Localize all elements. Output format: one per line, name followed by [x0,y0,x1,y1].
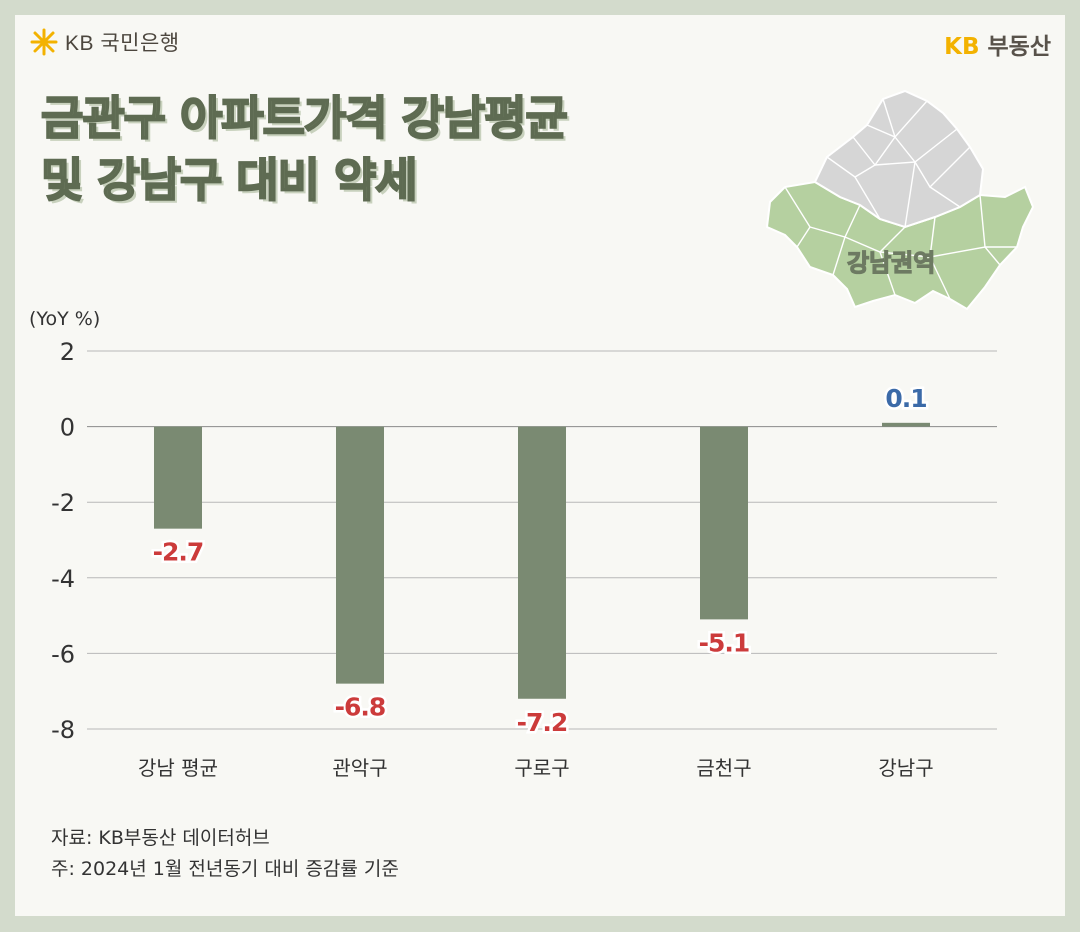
page-title: 금관구 아파트가격 강남평균 및 강남구 대비 약세 [40,87,781,211]
source-line-2: 주: 2024년 1월 전년동기 대비 증감률 기준 [51,858,399,880]
y-tick-label: -2 [51,489,75,517]
y-unit-label: (YoY %) [29,308,100,330]
x-tick-label: 강남 평균 [138,756,218,780]
brand-name: 부동산 [987,34,1051,60]
data-label: -6.8 [335,693,386,722]
y-tick-label: -8 [51,716,75,744]
x-tick-label: 강남구 [878,756,933,780]
source-note: 자료: KB부동산 데이터허브 주: 2024년 1월 전년동기 대비 증감률 … [51,823,399,885]
map-region-label: 강남권역 [846,248,936,277]
seoul-map-icon [765,89,1035,311]
kb-bank-logo: KB 국민은행 [29,27,180,57]
infographic-card: KB 국민은행 KB 부동산 금관구 아파트가격 강남평균 및 강남구 대비 약… [15,15,1065,916]
bar [882,422,930,427]
kb-realestate-logo: KB 부동산 [944,27,1051,61]
title-line-2: 및 강남구 대비 약세 [40,152,419,208]
y-tick-label: -6 [51,640,75,668]
bar [336,426,384,684]
data-label: -7.2 [517,708,568,737]
bar [700,426,748,620]
x-tick-label: 관악구 [332,756,387,780]
brand-kb: KB [944,34,980,60]
bar-chart: (YoY %) 2 0 -2 -4 -6 -8 -2.7 강남 평균 -6.8 관악구 -7.2 구로구… [29,308,997,780]
y-tick-label: 0 [60,414,75,442]
data-label: -5.1 [699,628,750,657]
brand-left-text: KB 국민은행 [65,32,180,55]
data-label: 0.1 [885,384,926,413]
x-tick-label: 금천구 [696,756,751,780]
title-line-1: 금관구 아파트가격 강남평균 [40,90,569,146]
kb-star-icon [30,28,58,56]
x-tick-label: 구로구 [514,756,569,780]
y-tick-label: 2 [60,338,75,366]
bar [154,426,202,529]
data-label: -2.7 [153,538,204,567]
source-line-1: 자료: KB부동산 데이터허브 [51,827,270,849]
bar [518,426,566,699]
y-tick-label: -4 [51,565,75,593]
